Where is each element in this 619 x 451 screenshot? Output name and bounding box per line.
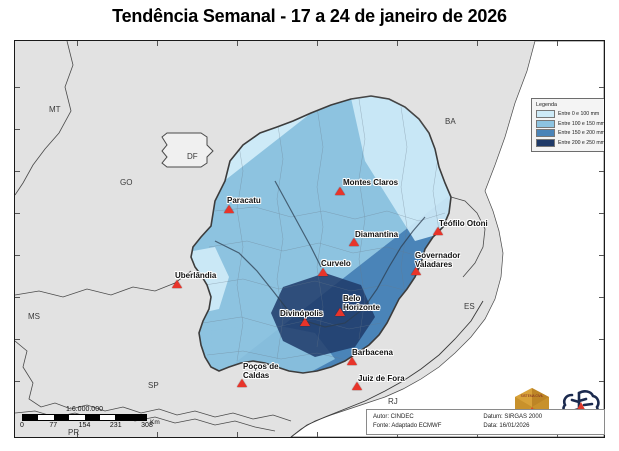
- legend-item[interactable]: Entre 100 e 150 mm: [536, 119, 605, 128]
- legend-label: Entre 150 e 200 mm: [558, 130, 605, 136]
- city-marker[interactable]: [352, 382, 362, 390]
- state-label-df: DF: [187, 152, 198, 161]
- city-label: Diamantina: [355, 230, 399, 239]
- scale-tick: 77: [49, 422, 58, 429]
- state-label-ba: BA: [445, 117, 456, 126]
- city-label: Teófilo Otoni: [439, 219, 488, 228]
- legend-swatch: [536, 119, 555, 128]
- city-marker[interactable]: [172, 280, 182, 288]
- city-marker[interactable]: [335, 187, 345, 195]
- city-marker[interactable]: [347, 357, 357, 365]
- legend-swatch: [536, 110, 555, 118]
- legend-item[interactable]: Entre 150 e 200 mm: [536, 129, 605, 137]
- city-marker[interactable]: [411, 267, 421, 275]
- legend-title: Legenda: [536, 102, 557, 108]
- legend-item[interactable]: Entre 0 e 100 mm: [536, 110, 604, 118]
- city-label: Belo Horizonte: [343, 294, 380, 312]
- metadata-data: Data: 16/01/2026: [483, 423, 530, 429]
- scale-tick: 0: [20, 422, 24, 429]
- city-label: Juiz de Fora: [358, 374, 405, 383]
- state-label-rj: RJ: [388, 397, 398, 406]
- state-label-ms: MS: [28, 312, 40, 321]
- scale-tick: 154: [78, 422, 91, 429]
- state-label-es: ES: [464, 302, 475, 311]
- scale-units: Km: [150, 418, 160, 426]
- city-marker[interactable]: [335, 308, 345, 316]
- scale-tick-labels: 0 77 154 231 308: [20, 422, 162, 432]
- city-label: Montes Claros: [343, 178, 399, 187]
- svg-text:SISTEMA CIVIL: SISTEMA CIVIL: [521, 394, 544, 398]
- scale-bar-graphic: [22, 414, 147, 421]
- metadata-datum: Datum: SIRGAS 2000: [483, 414, 543, 420]
- city-label: Divinópolis: [280, 309, 324, 318]
- scale-tick: 308: [141, 422, 153, 429]
- state-label-pr: PR: [68, 428, 80, 437]
- legend-swatch: [536, 129, 555, 137]
- map-graphic: [15, 41, 604, 437]
- city-label: Curvelo: [321, 259, 351, 268]
- metadata-autor: Autor: CINDEC: [373, 414, 414, 420]
- scale-ratio: 1:6.000.000: [66, 406, 103, 413]
- city-label: Barbacena: [352, 348, 393, 357]
- city-marker[interactable]: [349, 238, 359, 246]
- scale-tick: 231: [109, 422, 122, 429]
- state-label-go: GO: [120, 178, 133, 187]
- page-title: Tendência Semanal - 17 a 24 de janeiro d…: [112, 6, 507, 26]
- city-label: Governador Valadares: [415, 251, 461, 269]
- legend-swatch: [536, 138, 555, 147]
- city-marker[interactable]: [237, 379, 247, 387]
- legend[interactable]: Legenda Entre 0 e 100 mm Entre 100 e 150 …: [531, 98, 605, 152]
- legend-item[interactable]: Entre 200 e 250 mm: [536, 138, 605, 147]
- legend-label: Entre 0 e 100 mm: [558, 111, 600, 117]
- metadata-box: Autor: CINDEC Fonte: Adaptado ECMWF Datu…: [366, 409, 605, 435]
- state-label-mt: MT: [49, 105, 61, 114]
- city-label: Poços de Caldas: [243, 362, 279, 380]
- city-marker[interactable]: [318, 268, 328, 276]
- metadata-fonte: Fonte: Adaptado ECMWF: [373, 423, 442, 429]
- scale-bar: 1:6.000.000 Km 0 77 154 231 308: [20, 406, 162, 432]
- city-label: Uberlândia: [175, 271, 217, 280]
- state-label-sp: SP: [148, 381, 159, 390]
- city-marker[interactable]: [433, 227, 443, 235]
- city-label: Paracatu: [227, 196, 261, 205]
- legend-label: Entre 200 e 250 mm: [558, 139, 605, 146]
- legend-label: Entre 100 e 150 mm: [558, 120, 605, 127]
- city-marker[interactable]: [300, 318, 310, 326]
- city-marker[interactable]: [224, 205, 234, 213]
